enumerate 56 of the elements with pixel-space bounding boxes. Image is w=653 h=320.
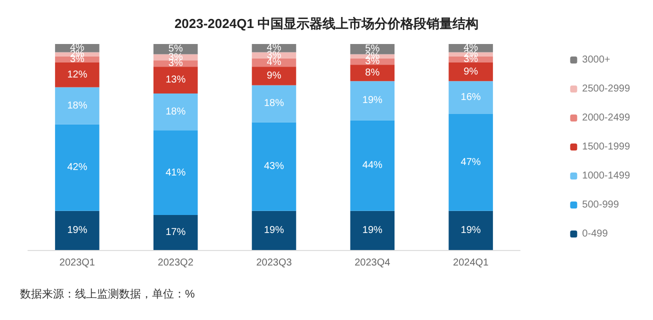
legend-label: 3000+ bbox=[582, 54, 610, 66]
chart-title: 2023-2024Q1 中国显示器线上市场分价格段销量结构 bbox=[174, 16, 479, 31]
data-label: 44% bbox=[362, 160, 383, 172]
legend-label: 2000-2499 bbox=[582, 112, 630, 124]
data-label: 19% bbox=[362, 95, 383, 106]
data-label: 17% bbox=[166, 226, 186, 238]
data-label: 19% bbox=[264, 224, 284, 236]
bar bbox=[448, 81, 493, 114]
bar bbox=[252, 85, 296, 122]
x-tick-label: 2023Q4 bbox=[354, 258, 391, 268]
data-label: 4% bbox=[266, 57, 282, 68]
data-label: 19% bbox=[67, 224, 88, 236]
bar bbox=[55, 124, 100, 211]
bar bbox=[252, 210, 296, 250]
data-label: 3% bbox=[168, 58, 183, 70]
x-tick-label: 2024Q1 bbox=[453, 258, 490, 268]
data-label: 16% bbox=[460, 92, 481, 104]
bar bbox=[55, 62, 100, 88]
data-label: 47% bbox=[460, 156, 481, 168]
data-label: 19% bbox=[362, 224, 383, 236]
data-label: 9% bbox=[266, 70, 282, 82]
bar bbox=[350, 81, 395, 120]
bar bbox=[350, 120, 395, 211]
data-label: 12% bbox=[67, 69, 88, 80]
data-label: 19% bbox=[460, 224, 481, 236]
data-label: 9% bbox=[464, 66, 478, 78]
legend-label: 1000-1499 bbox=[582, 170, 630, 182]
bar bbox=[55, 210, 100, 250]
bar bbox=[252, 122, 296, 211]
legend-label: 2500-2999 bbox=[582, 84, 630, 94]
data-label: 18% bbox=[67, 100, 88, 112]
data-label: 43% bbox=[264, 161, 284, 172]
bar bbox=[153, 66, 198, 94]
x-tick-label: 2023Q2 bbox=[158, 258, 194, 268]
data-label: 8% bbox=[365, 67, 380, 78]
legend-label: 0-499 bbox=[582, 228, 608, 240]
x-tick-label: 2023Q1 bbox=[59, 258, 96, 268]
bar bbox=[55, 87, 100, 124]
bar bbox=[350, 64, 395, 82]
bar bbox=[153, 130, 198, 215]
bar bbox=[448, 114, 493, 211]
legend-label: 1500-1999 bbox=[582, 142, 630, 152]
data-label: 13% bbox=[166, 74, 186, 86]
source-note: 数据来源：线上监测数据，单位：% bbox=[20, 288, 195, 300]
data-label: 42% bbox=[67, 162, 88, 174]
x-tick-label: 2023Q3 bbox=[256, 258, 292, 268]
bar bbox=[153, 214, 198, 250]
data-label: 18% bbox=[166, 106, 186, 118]
bar bbox=[448, 210, 493, 250]
data-label: 18% bbox=[264, 98, 284, 110]
data-label: 41% bbox=[166, 167, 186, 178]
bar bbox=[153, 93, 198, 131]
bar bbox=[448, 62, 493, 82]
bar bbox=[350, 210, 395, 250]
legend-label: 500-999 bbox=[582, 200, 620, 210]
bar bbox=[252, 66, 296, 86]
